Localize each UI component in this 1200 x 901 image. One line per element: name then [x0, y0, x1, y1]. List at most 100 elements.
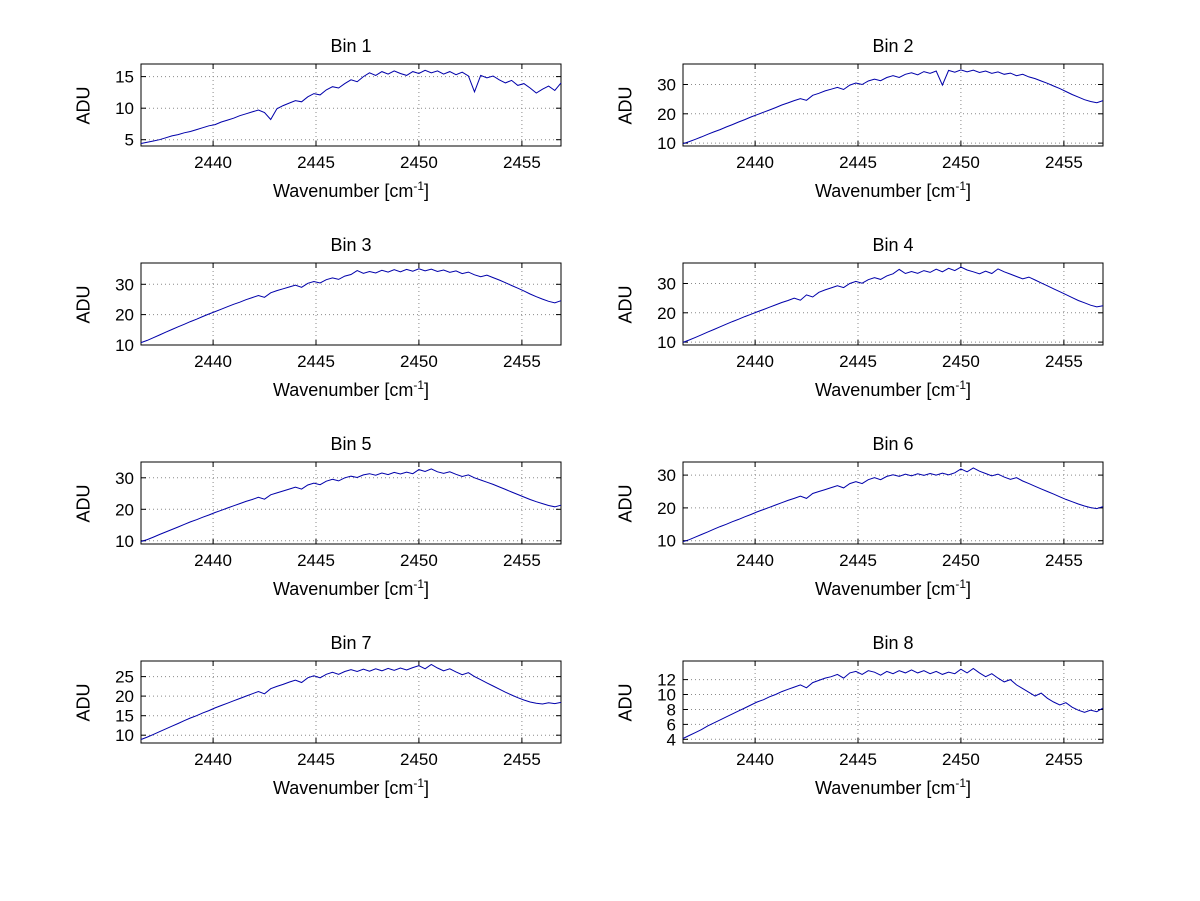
- svg-text:10: 10: [657, 686, 676, 705]
- superscript: -1: [955, 378, 967, 392]
- x-axis-label: Wavenumber [cm-1]: [814, 378, 972, 400]
- svg-text:30: 30: [115, 275, 134, 294]
- subplot-bin-8: Bin 8 ADU 2440 2445 2450 2455 4 6 8 10 12 Wavenu…: [614, 631, 1108, 800]
- svg-text:20: 20: [657, 304, 676, 323]
- y-axis-label: ADU: [73, 483, 94, 523]
- line-chart: 2440 2445 2450 2455 10 20 30: [657, 461, 1104, 570]
- y-axis-label: ADU: [73, 284, 94, 324]
- chart-title: Bin 4: [872, 235, 914, 255]
- svg-text:2450: 2450: [400, 352, 438, 371]
- svg-text:2455: 2455: [1045, 352, 1083, 371]
- line-chart: 2440 2445 2450 2455 10 20 30: [657, 63, 1104, 172]
- x-axis-label: Wavenumber [cm-1]: [814, 577, 972, 599]
- svg-text:2445: 2445: [297, 750, 335, 769]
- svg-text:10: 10: [115, 532, 134, 551]
- svg-text:2440: 2440: [736, 750, 774, 769]
- chart-title: Bin 5: [330, 434, 372, 454]
- svg-text:2455: 2455: [503, 750, 541, 769]
- svg-text:30: 30: [115, 469, 134, 488]
- svg-text:20: 20: [657, 499, 676, 518]
- subplot-bin-1: Bin 1 ADU 2440 2445 2450 2455 5 10 15 Wavenumb…: [72, 34, 566, 203]
- x-axis-label: Wavenumber [cm-1]: [272, 179, 430, 201]
- subplot-bin-4: Bin 4 ADU 2440 2445 2450 2455 10 20 30 Wavenum…: [614, 233, 1108, 402]
- superscript: -1: [413, 179, 425, 193]
- svg-text:2440: 2440: [736, 551, 774, 570]
- svg-text:2445: 2445: [839, 551, 877, 570]
- svg-text:15: 15: [115, 707, 134, 726]
- superscript: -1: [413, 577, 425, 591]
- x-axis-label: Wavenumber [cm-1]: [272, 577, 430, 599]
- subplot-bin-2: Bin 2 ADU 2440 2445 2450 2455 10 20 30 Wavenum…: [614, 34, 1108, 203]
- line-chart: 2440 2445 2450 2455 10 20 30: [657, 262, 1104, 371]
- svg-text:30: 30: [657, 76, 676, 95]
- svg-text:2450: 2450: [400, 750, 438, 769]
- svg-text:6: 6: [667, 715, 676, 734]
- svg-text:2455: 2455: [1045, 153, 1083, 172]
- svg-text:2440: 2440: [736, 153, 774, 172]
- superscript: -1: [955, 577, 967, 591]
- x-axis-label: Wavenumber [cm-1]: [814, 179, 972, 201]
- svg-text:12: 12: [657, 671, 676, 690]
- subplot-bin-7: Bin 7 ADU 2440 2445 2450 2455 10 15 20 25 Waven…: [72, 631, 566, 800]
- svg-text:2445: 2445: [297, 551, 335, 570]
- svg-text:2455: 2455: [503, 551, 541, 570]
- chart-title: Bin 7: [330, 633, 372, 653]
- svg-text:10: 10: [115, 99, 134, 118]
- svg-text:2450: 2450: [400, 153, 438, 172]
- svg-text:10: 10: [115, 336, 134, 355]
- svg-text:8: 8: [667, 701, 676, 720]
- svg-text:15: 15: [115, 68, 134, 87]
- svg-text:5: 5: [125, 131, 134, 150]
- x-axis-label: Wavenumber [cm-1]: [272, 378, 430, 400]
- y-axis-label: ADU: [73, 682, 94, 722]
- svg-text:2440: 2440: [194, 153, 232, 172]
- subplot-bin-6: Bin 6 ADU 2440 2445 2450 2455 10 20 30 Wavenum…: [614, 432, 1108, 601]
- svg-text:10: 10: [657, 134, 676, 153]
- svg-text:2445: 2445: [839, 352, 877, 371]
- svg-text:2440: 2440: [194, 551, 232, 570]
- svg-text:4: 4: [667, 730, 676, 749]
- svg-text:20: 20: [115, 306, 134, 325]
- line-chart: 2440 2445 2450 2455 10 20 30: [115, 262, 562, 371]
- svg-text:2450: 2450: [942, 551, 980, 570]
- chart-title: Bin 2: [872, 36, 914, 56]
- svg-text:2455: 2455: [1045, 551, 1083, 570]
- svg-text:20: 20: [657, 105, 676, 124]
- y-axis-label: ADU: [615, 483, 636, 523]
- svg-text:20: 20: [115, 500, 134, 519]
- y-axis-label: ADU: [615, 284, 636, 324]
- subplot-bin-5: Bin 5 ADU 2440 2445 2450 2455 10 20 30 Wavenum…: [72, 432, 566, 601]
- svg-text:10: 10: [657, 532, 676, 551]
- svg-text:20: 20: [115, 687, 134, 706]
- svg-text:25: 25: [115, 668, 134, 687]
- chart-title: Bin 3: [330, 235, 372, 255]
- svg-text:2455: 2455: [1045, 750, 1083, 769]
- x-axis-label: Wavenumber [cm-1]: [272, 776, 430, 798]
- svg-text:2450: 2450: [942, 750, 980, 769]
- svg-text:2445: 2445: [839, 153, 877, 172]
- subplot-bin-3: Bin 3 ADU 2440 2445 2450 2455 10 20 30 Wavenum…: [72, 233, 566, 402]
- svg-text:2440: 2440: [194, 750, 232, 769]
- svg-text:2450: 2450: [400, 551, 438, 570]
- chart-title: Bin 1: [330, 36, 372, 56]
- svg-text:2445: 2445: [297, 153, 335, 172]
- svg-text:2450: 2450: [942, 153, 980, 172]
- svg-text:2440: 2440: [194, 352, 232, 371]
- svg-text:2450: 2450: [942, 352, 980, 371]
- svg-text:2440: 2440: [736, 352, 774, 371]
- x-axis-label: Wavenumber [cm-1]: [814, 776, 972, 798]
- svg-text:30: 30: [657, 275, 676, 294]
- svg-text:2455: 2455: [503, 352, 541, 371]
- superscript: -1: [955, 776, 967, 790]
- y-axis-label: ADU: [615, 85, 636, 125]
- line-chart: 2440 2445 2450 2455 10 20 30: [115, 461, 562, 570]
- svg-text:30: 30: [657, 466, 676, 485]
- superscript: -1: [955, 179, 967, 193]
- svg-text:2445: 2445: [297, 352, 335, 371]
- svg-text:10: 10: [657, 333, 676, 352]
- superscript: -1: [413, 378, 425, 392]
- line-chart: 2440 2445 2450 2455 5 10 15: [115, 63, 562, 172]
- svg-text:2445: 2445: [839, 750, 877, 769]
